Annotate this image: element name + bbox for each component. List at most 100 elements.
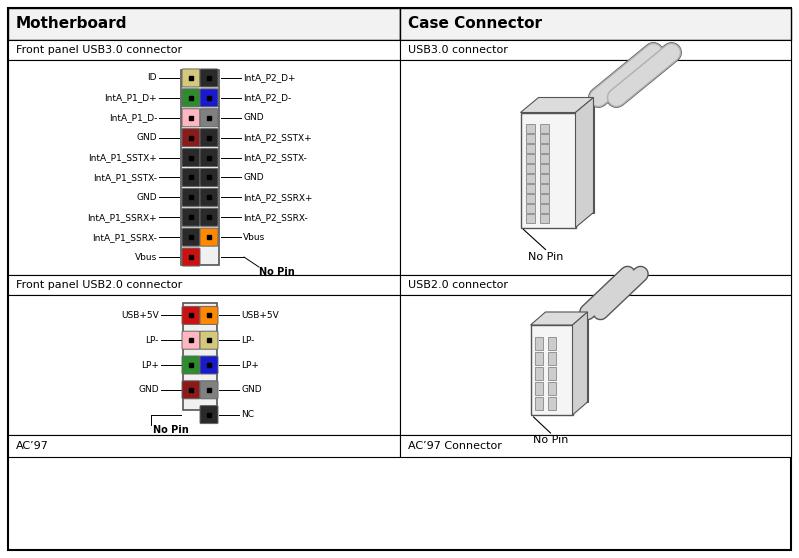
FancyBboxPatch shape [200,228,218,246]
Text: Vbus: Vbus [243,233,265,242]
FancyBboxPatch shape [200,69,218,87]
Bar [183,303,217,410]
Bar [8,435,400,457]
Polygon shape [573,312,587,415]
Bar [8,275,400,295]
Bar [8,40,400,60]
Bar [546,312,587,402]
Text: IntA_P1_SSTX+: IntA_P1_SSTX+ [88,153,157,162]
Text: IntA_P1_SSRX+: IntA_P1_SSRX+ [87,213,157,222]
Text: ID: ID [148,74,157,83]
Text: Motherboard: Motherboard [16,17,128,31]
Bar [8,60,400,275]
FancyBboxPatch shape [200,331,218,349]
Bar [535,337,543,350]
Bar [526,204,535,213]
FancyBboxPatch shape [182,109,200,127]
Bar [400,8,791,40]
Bar [539,184,548,193]
Text: Front panel USB3.0 connector: Front panel USB3.0 connector [16,45,182,55]
Bar [547,337,555,350]
Bar [181,70,219,265]
FancyBboxPatch shape [200,189,218,206]
Bar [8,295,400,435]
Text: IntA_P1_SSTX-: IntA_P1_SSTX- [93,173,157,182]
Text: No Pin: No Pin [528,252,563,262]
Text: IntA_P2_D-: IntA_P2_D- [243,93,292,102]
Text: LP-: LP- [241,336,254,345]
Bar [535,382,543,395]
FancyBboxPatch shape [182,381,200,399]
Bar [535,367,543,380]
FancyBboxPatch shape [200,306,218,324]
Text: No Pin: No Pin [153,425,189,435]
Text: No Pin: No Pin [533,435,568,445]
Bar [539,98,594,213]
Bar [526,143,535,152]
FancyBboxPatch shape [182,69,200,87]
Text: IntA_P1_SSRX-: IntA_P1_SSRX- [92,233,157,242]
Polygon shape [575,98,594,228]
Bar [526,163,535,172]
Text: GND: GND [137,133,157,142]
FancyBboxPatch shape [200,89,218,107]
Bar [539,153,548,162]
Bar [400,60,791,275]
Bar [400,435,791,457]
Text: LP+: LP+ [241,360,259,369]
Bar [539,194,548,203]
Text: IntA_P2_SSRX+: IntA_P2_SSRX+ [243,193,312,202]
Polygon shape [520,98,594,113]
Text: USB+5V: USB+5V [121,311,159,320]
Bar [539,174,548,182]
Bar [539,163,548,172]
Text: AC’97 Connector: AC’97 Connector [408,441,502,451]
Bar [539,204,548,213]
FancyBboxPatch shape [182,148,200,166]
Text: No Pin: No Pin [259,267,295,277]
Text: AC’97: AC’97 [16,441,49,451]
Bar [547,382,555,395]
Text: IntA_P2_SSTX-: IntA_P2_SSTX- [243,153,307,162]
FancyBboxPatch shape [182,208,200,226]
Bar [526,174,535,182]
Bar [547,367,555,380]
Text: USB2.0 connector: USB2.0 connector [408,280,508,290]
Bar [526,194,535,203]
FancyBboxPatch shape [200,208,218,226]
Bar [520,113,575,228]
Bar [539,214,548,223]
Bar [400,295,791,435]
FancyBboxPatch shape [182,169,200,186]
Text: IntA_P1_D-: IntA_P1_D- [109,113,157,122]
Text: Vbus: Vbus [135,253,157,262]
Bar [547,352,555,365]
Text: GND: GND [138,386,159,395]
Text: GND: GND [243,113,264,122]
Text: USB3.0 connector: USB3.0 connector [408,45,508,55]
Text: LP+: LP+ [141,360,159,369]
Text: USB+5V: USB+5V [241,311,279,320]
FancyBboxPatch shape [200,109,218,127]
Bar [535,397,543,410]
Text: GND: GND [243,173,264,182]
Bar [539,143,548,152]
FancyBboxPatch shape [200,356,218,374]
Polygon shape [531,312,587,325]
Text: IntA_P2_D+: IntA_P2_D+ [243,74,296,83]
Text: Front panel USB2.0 connector: Front panel USB2.0 connector [16,280,182,290]
Text: GND: GND [241,386,261,395]
Bar [8,8,400,40]
FancyBboxPatch shape [200,148,218,166]
Bar [531,325,573,415]
Bar [535,352,543,365]
Bar [400,275,791,295]
Text: IntA_P1_D+: IntA_P1_D+ [105,93,157,102]
FancyBboxPatch shape [182,228,200,246]
FancyBboxPatch shape [200,129,218,147]
Bar [526,133,535,142]
FancyBboxPatch shape [200,169,218,186]
Bar [539,123,548,132]
FancyBboxPatch shape [182,89,200,107]
Text: LP-: LP- [145,336,159,345]
